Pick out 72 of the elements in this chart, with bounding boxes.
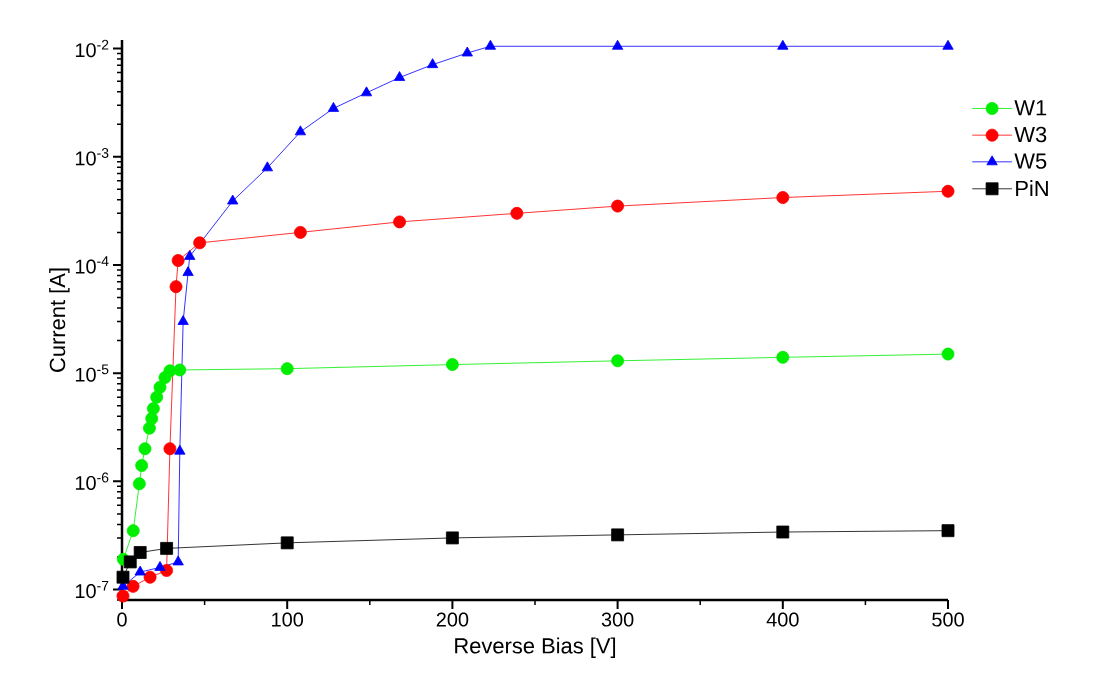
point xyxy=(612,39,624,50)
point xyxy=(776,350,790,364)
point xyxy=(146,402,160,416)
point xyxy=(116,589,130,603)
point xyxy=(261,161,273,172)
x-tick-label: 0 xyxy=(117,612,127,627)
x-tick-label: 500 xyxy=(932,612,964,627)
point xyxy=(138,442,152,456)
legend-label: PiN xyxy=(1016,180,1048,196)
point xyxy=(173,363,187,377)
point xyxy=(177,315,189,325)
point xyxy=(484,39,496,50)
point xyxy=(174,444,186,455)
point xyxy=(294,125,307,136)
point xyxy=(133,546,147,559)
point xyxy=(510,206,524,220)
point xyxy=(116,570,130,584)
point xyxy=(294,225,307,239)
y-tick-label: 10$^{-7}$ xyxy=(75,580,109,599)
x-tick-label: 100 xyxy=(272,612,304,627)
point xyxy=(611,199,625,213)
x-tick-label: 200 xyxy=(436,612,469,627)
point xyxy=(461,46,473,57)
point xyxy=(941,184,955,198)
y-tick-label: 10$^{-3}$ xyxy=(75,148,109,166)
point xyxy=(393,71,406,81)
x-tick-label: 300 xyxy=(601,612,634,627)
point xyxy=(776,525,790,539)
point xyxy=(776,191,790,204)
point xyxy=(446,531,459,545)
point xyxy=(280,362,294,376)
point xyxy=(154,561,166,571)
point xyxy=(611,354,625,368)
point xyxy=(193,236,207,250)
point xyxy=(777,39,789,50)
point xyxy=(126,579,140,593)
point xyxy=(327,101,340,112)
point xyxy=(941,524,955,538)
point xyxy=(426,58,439,69)
point xyxy=(172,555,184,566)
point xyxy=(145,412,159,426)
point xyxy=(132,477,146,491)
point xyxy=(134,565,146,576)
point xyxy=(227,194,239,205)
x-axis-title: Reverse Bias [V] xyxy=(455,637,616,658)
point xyxy=(611,528,625,542)
point xyxy=(160,541,174,555)
point xyxy=(941,347,955,361)
x-tick-label: 400 xyxy=(766,612,799,627)
point xyxy=(169,280,183,294)
legend-label: W5 xyxy=(1014,153,1047,169)
y-tick-label: 10$^{-6}$ xyxy=(75,472,109,491)
y-axis-title: Current [A] xyxy=(49,268,70,372)
point xyxy=(280,536,294,550)
y-tick-label: 10$^{-5}$ xyxy=(75,364,109,382)
point xyxy=(393,215,406,229)
point xyxy=(446,358,459,371)
point xyxy=(143,570,157,584)
legend-label: W1 xyxy=(1014,100,1047,116)
point xyxy=(182,266,194,276)
point xyxy=(171,254,185,267)
point xyxy=(126,524,140,538)
point xyxy=(360,86,373,97)
point xyxy=(942,39,954,50)
point xyxy=(163,442,177,456)
point xyxy=(184,249,196,260)
y-tick-label: 10$^{-2}$ xyxy=(75,39,109,58)
point xyxy=(135,459,149,472)
y-tick-label: 10$^{-4}$ xyxy=(75,256,109,274)
legend-label: W3 xyxy=(1014,126,1047,143)
point xyxy=(153,380,167,394)
point xyxy=(123,555,137,569)
